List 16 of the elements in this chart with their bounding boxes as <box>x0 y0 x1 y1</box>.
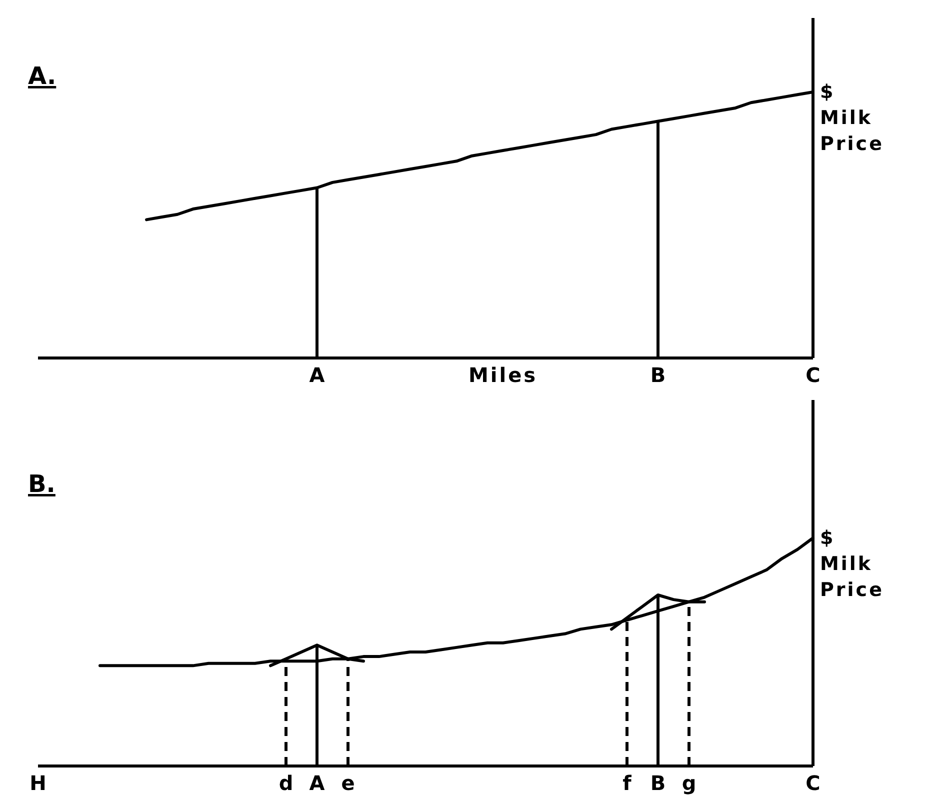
x-tick-label: A <box>309 771 326 795</box>
x-tick-label: C <box>806 771 820 795</box>
x-tick-label: C <box>806 363 820 387</box>
x-tick-label: f <box>622 771 632 795</box>
x-tick-label: B <box>650 771 666 795</box>
x-tick-label: d <box>278 771 294 795</box>
y-axis-title: $ Milk Price <box>820 527 884 601</box>
chart-title: A. <box>28 62 56 90</box>
x-tick-label: H <box>30 771 46 795</box>
x-axis-title: Miles <box>468 363 538 387</box>
chart-title: B. <box>28 470 56 498</box>
x-tick-label: A <box>309 363 326 387</box>
y-axis-title: $ Milk Price <box>820 81 884 155</box>
x-tick-label: B <box>650 363 666 387</box>
x-tick-label: e <box>341 771 355 795</box>
x-tick-label: g <box>682 771 696 795</box>
